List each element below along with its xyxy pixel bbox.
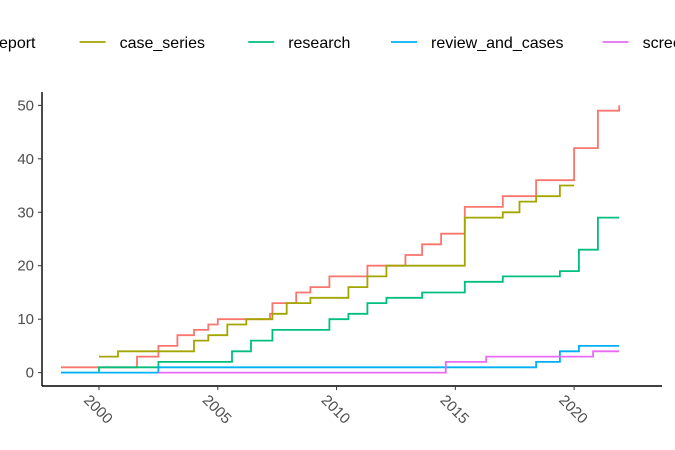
x-tick-label: 2005 <box>199 392 235 428</box>
legend-label: scree <box>643 35 675 52</box>
legend-label: case_report <box>0 35 36 52</box>
series-line-scree <box>158 350 620 374</box>
x-tick-label: 2000 <box>80 392 116 428</box>
axes: 0 10 20 30 40 50 2000 2005 2010 2015 2020 <box>17 92 662 427</box>
legend-label: case_series <box>120 35 205 52</box>
series-line-research <box>61 216 620 374</box>
series-line-review-and-cases <box>61 345 620 374</box>
y-tick-label: 0 <box>26 365 34 382</box>
legend-item-case-series: case_series <box>79 35 205 52</box>
x-tick-label: 2015 <box>437 392 473 428</box>
legend: case_report case_series research review_and… <box>0 35 675 52</box>
y-tick-label: 50 <box>17 97 34 114</box>
x-tick-label: 2010 <box>318 392 354 428</box>
x-tick-label: 2020 <box>555 392 591 428</box>
legend-label: review_and_cases <box>431 35 564 52</box>
series-line-case-report <box>61 105 621 369</box>
legend-item-case-report: case_report <box>0 35 36 52</box>
y-tick-label: 20 <box>17 258 34 275</box>
legend-item-review-and-cases: review_and_cases <box>391 35 564 52</box>
legend-label: research <box>288 35 350 52</box>
legend-item-scree: scree <box>602 35 675 52</box>
series-line-case-series <box>99 184 575 358</box>
plot-area <box>61 105 621 374</box>
y-tick-label: 10 <box>17 311 34 328</box>
y-tick-label: 30 <box>17 204 34 221</box>
y-tick-label: 40 <box>17 151 34 168</box>
legend-item-research: research <box>248 35 350 52</box>
